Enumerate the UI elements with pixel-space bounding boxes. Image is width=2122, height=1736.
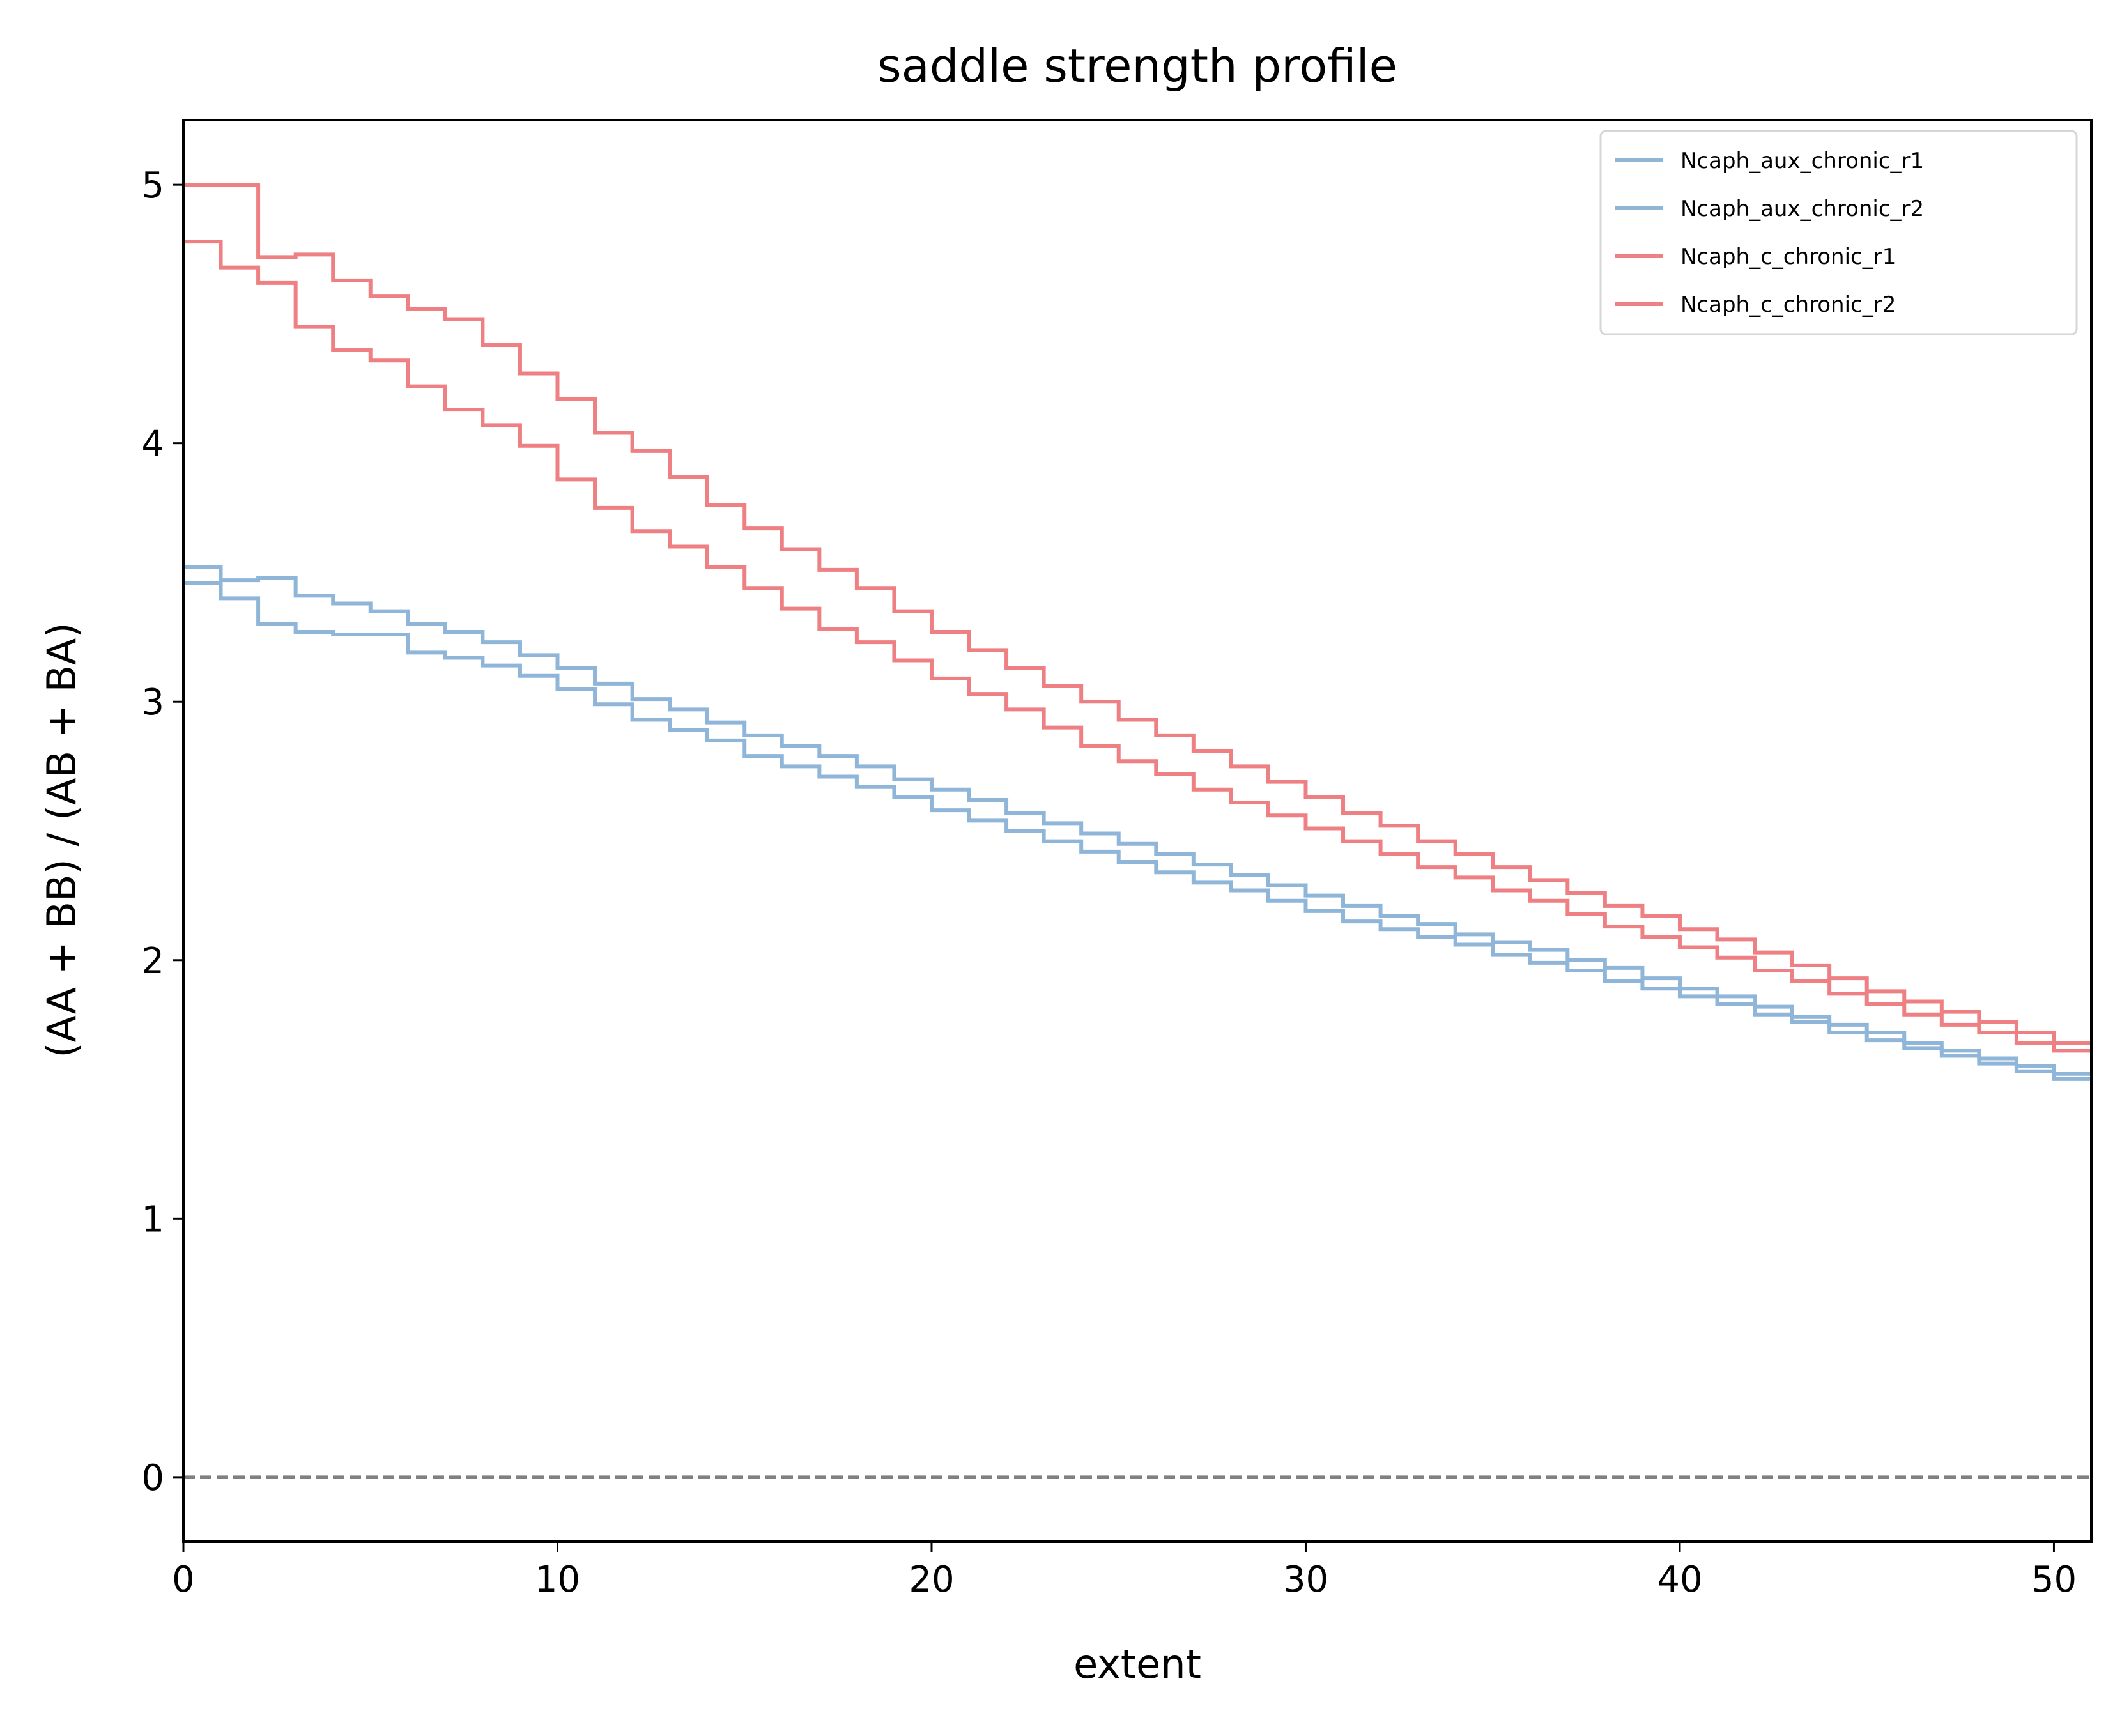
x-tick-label: 10 — [535, 1559, 580, 1601]
legend: Ncaph_aux_chronic_r1 Ncaph_aux_chronic_r2… — [1599, 130, 2078, 335]
x-tick-label: 50 — [2031, 1559, 2077, 1601]
x-tick-label: 30 — [1283, 1559, 1328, 1601]
x-tick-label: 20 — [909, 1559, 954, 1601]
series-line-4 — [183, 240, 2091, 1477]
y-tick-label: 0 — [141, 1457, 164, 1499]
legend-label: Ncaph_c_chronic_r2 — [1680, 292, 1896, 318]
series-line-3 — [183, 183, 2091, 1477]
x-axis-ticks: 0 10 20 30 40 50 — [172, 1542, 2077, 1601]
x-tick-label: 0 — [172, 1559, 195, 1601]
y-axis-ticks: 0 1 2 3 4 5 — [141, 165, 183, 1499]
y-tick-label: 1 — [141, 1199, 164, 1240]
x-axis-label: extent — [1073, 1641, 1201, 1687]
y-tick-label: 3 — [141, 682, 164, 723]
plot-frame — [182, 119, 2093, 1543]
legend-box — [1599, 130, 2078, 335]
y-tick-label: 2 — [141, 941, 164, 982]
x-tick-label: 40 — [1657, 1559, 1702, 1601]
y-axis-label: (AA + BB) / (AB + BA) — [38, 622, 85, 1057]
y-tick-label: 5 — [141, 165, 164, 206]
chart-title: saddle strength profile — [877, 39, 1397, 93]
series-group — [183, 183, 2091, 1477]
legend-label: Ncaph_aux_chronic_r2 — [1680, 196, 1924, 222]
y-tick-label: 4 — [141, 424, 164, 465]
series-line-2 — [183, 581, 2091, 1477]
legend-label: Ncaph_aux_chronic_r1 — [1680, 148, 1924, 174]
legend-label: Ncaph_c_chronic_r1 — [1680, 244, 1896, 270]
